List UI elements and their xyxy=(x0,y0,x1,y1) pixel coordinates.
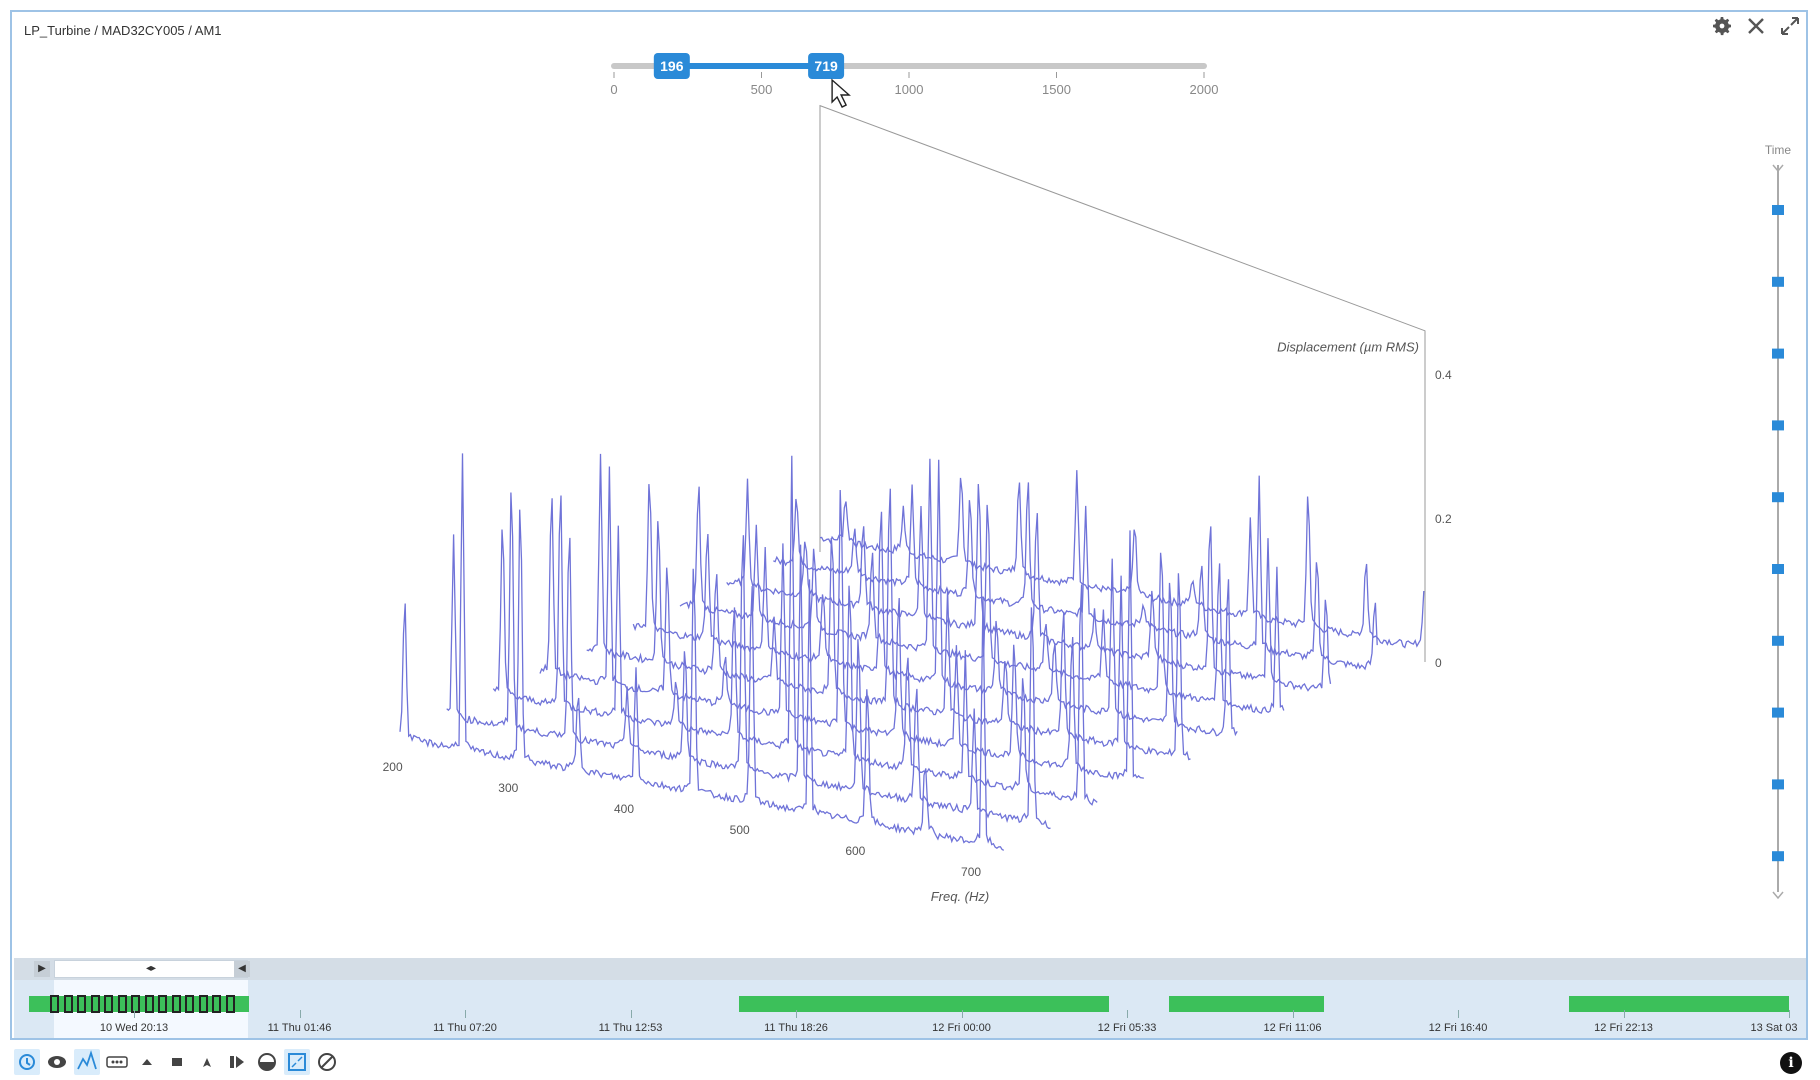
slider-tick-label: 1500 xyxy=(1042,82,1071,97)
timeline-tick xyxy=(796,1010,797,1018)
time-marker[interactable] xyxy=(1772,205,1784,215)
timeline-tick xyxy=(1789,1010,1790,1018)
timeline-sample-marker xyxy=(198,995,208,1013)
timeline-tick xyxy=(299,1010,301,1018)
timeline-label: 12 Fri 11:06 xyxy=(1263,1022,1322,1034)
timeline-label: 11 Thu 18:26 xyxy=(764,1022,828,1034)
timeline-label: 11 Thu 01:46 xyxy=(267,1022,332,1034)
half-circle-icon xyxy=(258,1053,276,1071)
time-marker[interactable] xyxy=(1772,851,1784,862)
time-marker[interactable] xyxy=(1772,492,1784,503)
timeline-sample-marker xyxy=(185,995,194,1013)
eye-icon xyxy=(48,1056,66,1068)
time-marker[interactable] xyxy=(1772,276,1784,287)
timeline-sample-marker xyxy=(50,995,59,1013)
info-icon[interactable]: i xyxy=(1780,1052,1802,1074)
timeline-label: 12 Fri 05:33 xyxy=(1097,1022,1157,1034)
timeline-sample-marker xyxy=(144,995,154,1013)
timeline-tick xyxy=(1458,1010,1459,1018)
stack-icon xyxy=(172,1058,182,1066)
slider-low-handle-label: 196 xyxy=(660,58,684,74)
timeline-label: 11 Thu 07:20 xyxy=(433,1022,497,1034)
bands-button[interactable] xyxy=(224,1049,250,1075)
timeline-sample-marker xyxy=(104,995,113,1013)
timeline-label: 12 Fri 00:00 xyxy=(932,1022,991,1034)
cursor-button[interactable] xyxy=(194,1049,220,1075)
slider-low-handle[interactable]: 196 xyxy=(653,53,690,79)
zoom-fit-button[interactable] xyxy=(284,1049,310,1075)
trend-icon xyxy=(77,1050,97,1070)
scroll-thumb-grip: ◂▸ xyxy=(145,963,157,974)
timeline-sample-marker xyxy=(117,995,127,1013)
timeline-sample-marker xyxy=(63,995,73,1013)
timeline-data-bar xyxy=(1569,996,1789,1012)
gear-icon[interactable] xyxy=(1710,14,1734,38)
timeline-scrollbar[interactable]: ▶ ◂▸ ◀ xyxy=(14,958,1806,980)
marker-button[interactable] xyxy=(134,1049,160,1075)
timeline-tick xyxy=(465,1010,466,1018)
history-button[interactable] xyxy=(14,1049,40,1075)
hand-cursor-icon xyxy=(831,78,851,108)
slider-tick-label: 1000 xyxy=(895,82,924,97)
timeline-tick xyxy=(961,1010,963,1018)
timeline-label: 10 Wed 20:13 xyxy=(99,1022,169,1034)
timeline-sample-marker xyxy=(171,995,181,1013)
timeline-label: 11 Thu 12:53 xyxy=(598,1022,663,1034)
time-marker[interactable] xyxy=(1772,348,1784,359)
slider-high-handle[interactable]: 719 xyxy=(808,53,845,79)
timeline-data-bar xyxy=(739,996,1109,1012)
scroll-thumb[interactable]: ◂▸ xyxy=(54,960,248,978)
timeline-tick xyxy=(134,1010,135,1018)
timeline-navigator[interactable]: 10 Wed 20:13 11 Thu 01:46 11 Thu 07:20 11 T… xyxy=(14,980,1806,1038)
stack-button[interactable] xyxy=(164,1049,190,1075)
trend-button[interactable] xyxy=(74,1049,100,1075)
expand-icon[interactable] xyxy=(1778,14,1802,38)
dots-icon xyxy=(106,1056,128,1068)
chart-panel xyxy=(10,10,1808,1040)
frequency-range-slider[interactable]: 0 500 1000 1500 2000 196 719 xyxy=(610,48,1218,108)
timeline-sample-marker xyxy=(158,995,167,1013)
disable-icon xyxy=(318,1053,336,1071)
time-marker[interactable] xyxy=(1772,635,1784,646)
slider-tick-label: 500 xyxy=(751,82,773,97)
dots-button[interactable] xyxy=(104,1049,130,1075)
scroll-right-button[interactable]: ◀ xyxy=(234,961,250,977)
timeline-tick xyxy=(630,1010,632,1018)
slider-low-handle-box[interactable] xyxy=(653,53,690,79)
timeline-label: 12 Fri 16:40 xyxy=(1428,1022,1488,1034)
timeline-sample-marker xyxy=(225,995,235,1013)
history-icon xyxy=(19,1054,35,1070)
timeline-sample-marker xyxy=(77,995,86,1013)
time-marker[interactable] xyxy=(1772,420,1784,431)
close-icon[interactable] xyxy=(1744,14,1768,38)
slider-tick-label: 2000 xyxy=(1190,82,1219,97)
timeline-sample-marker xyxy=(90,995,100,1013)
disable-button[interactable] xyxy=(314,1049,340,1075)
half-circle-button[interactable] xyxy=(254,1049,280,1075)
timeline-label: 12 Fri 22:13 xyxy=(1594,1022,1653,1034)
time-marker[interactable] xyxy=(1772,707,1784,718)
scroll-left-button[interactable]: ▶ xyxy=(34,961,50,977)
timeline-label: 13 Sat 03 xyxy=(1750,1022,1798,1034)
eye-button[interactable] xyxy=(44,1049,70,1075)
timeline-tick xyxy=(1292,1010,1294,1018)
zoom-fit-icon xyxy=(288,1053,306,1071)
timeline-data-bar xyxy=(1169,996,1324,1012)
slider-high-handle-box[interactable] xyxy=(808,53,845,79)
time-marker[interactable] xyxy=(1772,564,1784,574)
slider-tick-label: 0 xyxy=(610,82,617,97)
time-marker[interactable] xyxy=(1772,779,1784,790)
slider-high-handle-label: 719 xyxy=(814,58,838,74)
timeline-tick xyxy=(1127,1010,1128,1018)
cursor-icon xyxy=(203,1058,211,1067)
timeline-sample-marker xyxy=(212,995,221,1013)
marker-icon xyxy=(142,1059,152,1065)
bottom-toolbar xyxy=(14,1048,340,1076)
breadcrumb: LP_Turbine / MAD32CY005 / AM1 xyxy=(24,23,222,38)
timeline-tick xyxy=(1623,1010,1625,1018)
bands-icon xyxy=(230,1056,244,1068)
timeline-sample-marker xyxy=(131,995,140,1013)
